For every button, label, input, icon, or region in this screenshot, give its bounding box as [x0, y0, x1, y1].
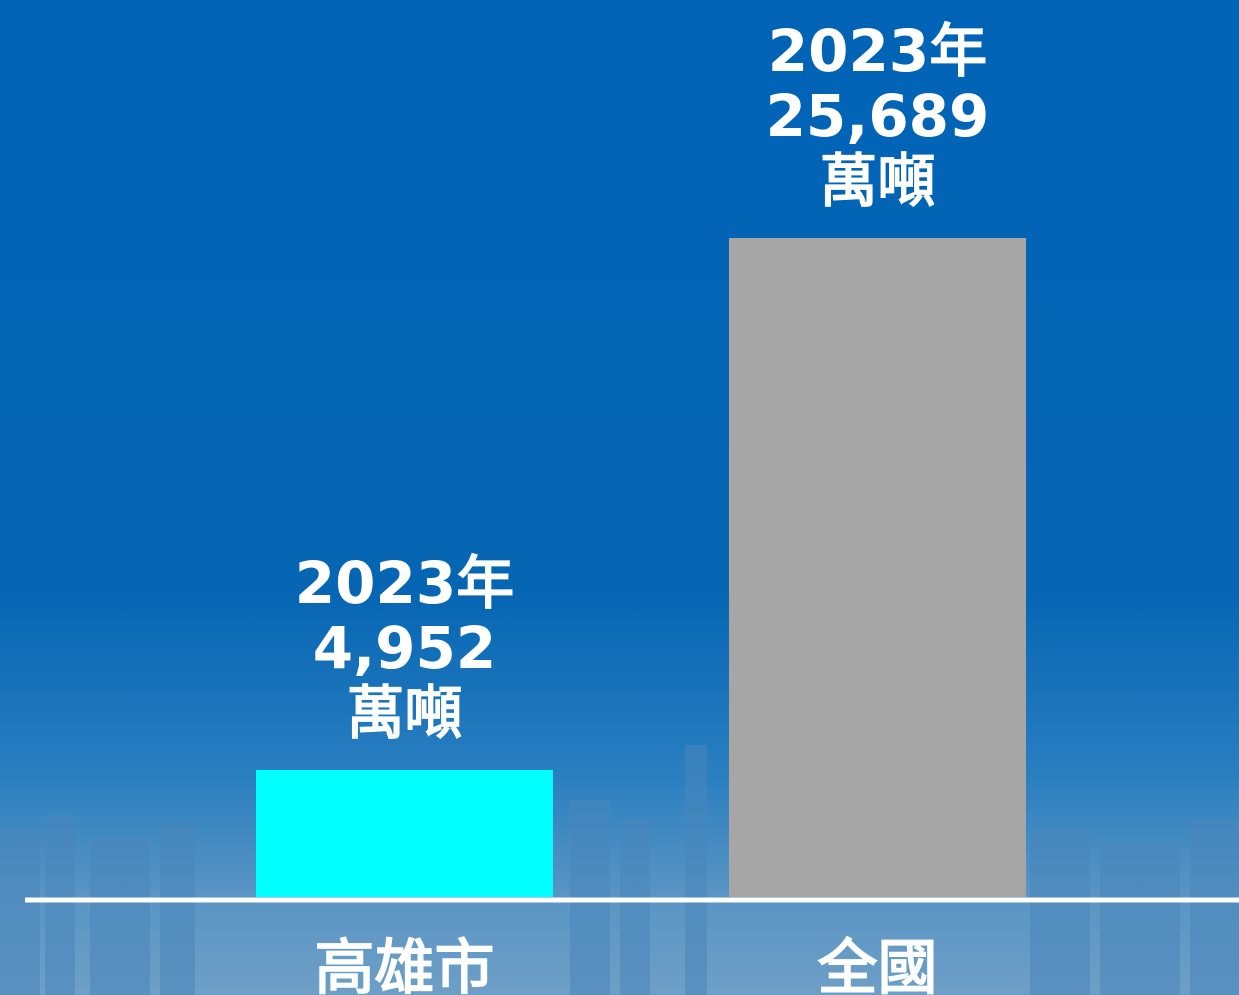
- unit-label: 萬噸: [819, 147, 935, 215]
- bar: [256, 770, 553, 897]
- chart: 2023年4,952萬噸高雄市2023年25,689萬噸全國: [0, 0, 1239, 995]
- value-label: 4,952: [313, 614, 496, 682]
- year-label: 2023年: [295, 549, 514, 617]
- bar: [729, 238, 1026, 897]
- year-label: 2023年: [768, 17, 987, 85]
- unit-label: 萬噸: [346, 679, 462, 747]
- page: {"chart_data": {"type": "bar", "categori…: [0, 0, 1239, 995]
- x-tick-label: 全國: [817, 934, 938, 995]
- value-label: 25,689: [766, 82, 990, 150]
- x-tick-label: 高雄市: [315, 934, 495, 995]
